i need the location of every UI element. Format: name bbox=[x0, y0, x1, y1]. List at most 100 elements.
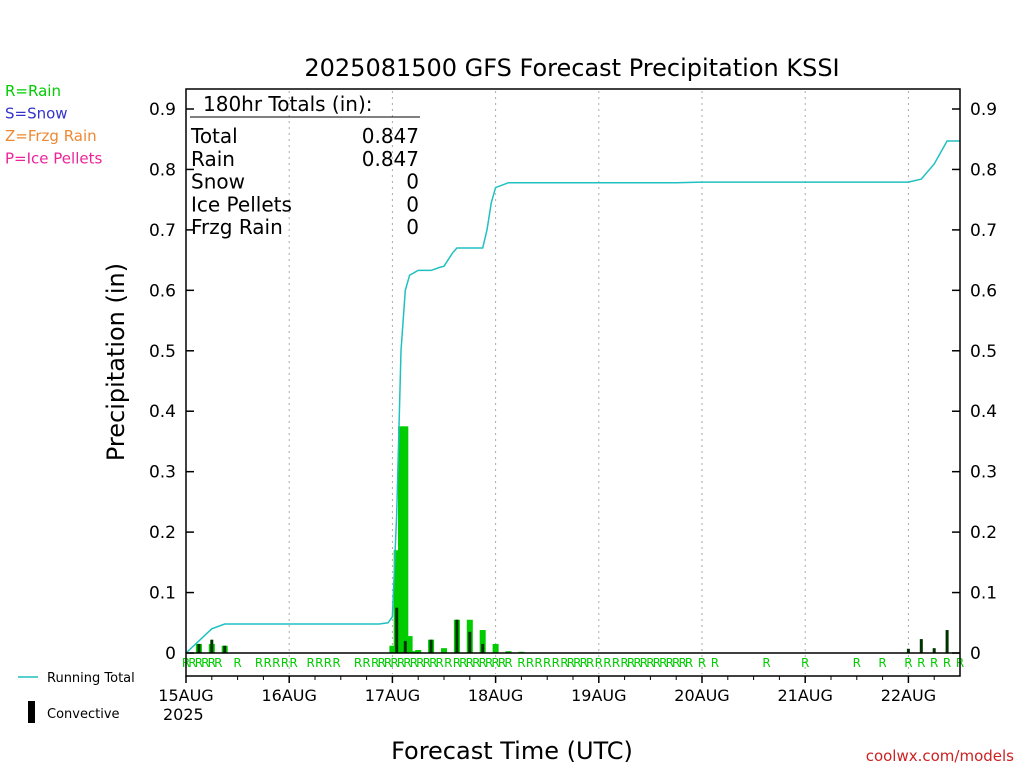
type-marker-65: R bbox=[762, 656, 770, 670]
type-marker-34: R bbox=[479, 656, 487, 670]
xtick-label-7: 22AUG bbox=[881, 686, 936, 705]
rain-bar-8 bbox=[410, 651, 417, 653]
type-marker-30: R bbox=[453, 656, 461, 670]
type-marker-15: R bbox=[332, 656, 340, 670]
ytick-right-label-8: 0.8 bbox=[970, 160, 997, 180]
year-label: 2025 bbox=[163, 705, 204, 724]
ytick-left-label-5: 0.5 bbox=[149, 342, 176, 362]
legend-item-1: S=Snow bbox=[5, 105, 68, 123]
type-marker-23: R bbox=[403, 656, 411, 670]
ytick-left-label-3: 0.3 bbox=[149, 463, 176, 483]
type-marker-22: R bbox=[397, 656, 405, 670]
type-marker-37: R bbox=[498, 656, 506, 670]
type-marker-3: R bbox=[201, 656, 209, 670]
type-marker-32: R bbox=[466, 656, 474, 670]
totals-row-value-4: 0 bbox=[406, 215, 419, 239]
type-marker-25: R bbox=[416, 656, 424, 670]
convective-bar-12 bbox=[945, 630, 949, 653]
convective-bar-8 bbox=[481, 643, 485, 653]
type-marker-31: R bbox=[459, 656, 467, 670]
x-ticks: 15AUG 16AUG 17AUG 18AUG 19AUG 20AUG 21AUG 22AUG bbox=[158, 676, 936, 705]
convective-bar-9 bbox=[906, 648, 910, 653]
convective-bar-7 bbox=[468, 631, 472, 653]
legend-item-3: P=Ice Pellets bbox=[5, 150, 102, 168]
type-marker-47: R bbox=[580, 656, 588, 670]
totals-row-value-2: 0 bbox=[406, 170, 419, 194]
convective-bar-2 bbox=[223, 645, 227, 653]
type-marker-39: R bbox=[517, 656, 525, 670]
type-marker-55: R bbox=[640, 656, 648, 670]
type-marker-36: R bbox=[491, 656, 499, 670]
type-marker-1: R bbox=[188, 656, 196, 670]
type-marker-5: R bbox=[214, 656, 222, 670]
ytick-right-label-7: 0.7 bbox=[970, 221, 997, 241]
convective-bar-4 bbox=[403, 640, 407, 653]
bottom-legend: Running Total Convective bbox=[18, 671, 135, 723]
rain-bar-15 bbox=[492, 643, 499, 653]
totals-row-label-3: Ice Pellets bbox=[191, 192, 292, 216]
type-marker-66: R bbox=[801, 656, 809, 670]
totals-header: 180hr Totals (in): bbox=[203, 92, 373, 116]
type-marker-17: R bbox=[362, 656, 370, 670]
totals-row-value-1: 0.847 bbox=[362, 147, 419, 171]
type-marker-53: R bbox=[627, 656, 635, 670]
type-marker-18: R bbox=[371, 656, 379, 670]
convective-legend-label: Convective bbox=[47, 707, 120, 722]
convective-bar-11 bbox=[932, 648, 936, 653]
type-marker-60: R bbox=[672, 656, 680, 670]
type-marker-67: R bbox=[853, 656, 861, 670]
totals-row-label-0: Total bbox=[190, 124, 238, 148]
type-marker-52: R bbox=[620, 656, 628, 670]
type-marker-24: R bbox=[410, 656, 418, 670]
ytick-left-label-9: 0.9 bbox=[149, 100, 176, 120]
convective-bars bbox=[197, 607, 949, 653]
ytick-right-label-4: 0.4 bbox=[970, 402, 997, 422]
x-axis-label: Forecast Time (UTC) bbox=[391, 737, 633, 765]
type-marker-68: R bbox=[878, 656, 886, 670]
type-marker-57: R bbox=[653, 656, 661, 670]
type-marker-72: R bbox=[943, 656, 951, 670]
rain-bar-5 bbox=[398, 426, 404, 653]
type-marker-64: R bbox=[711, 656, 719, 670]
totals-box: 180hr Totals (in): Total 0.847 Rain 0.847 Sn… bbox=[190, 92, 420, 239]
type-marker-69: R bbox=[904, 656, 912, 670]
xtick-label-4: 19AUG bbox=[571, 686, 626, 705]
type-marker-38: R bbox=[504, 656, 512, 670]
type-marker-6: R bbox=[233, 656, 241, 670]
type-marker-10: R bbox=[281, 656, 289, 670]
type-marker-43: R bbox=[552, 656, 560, 670]
type-marker-62: R bbox=[685, 656, 693, 670]
precip-type-legend: R=Rain S=Snow Z=Frzg Rain P=Ice Pellets bbox=[5, 82, 102, 168]
xtick-label-0: 15AUG bbox=[158, 686, 213, 705]
xtick-label-1: 16AUG bbox=[261, 686, 316, 705]
totals-row-label-4: Frzg Rain bbox=[191, 215, 283, 239]
legend-item-2: Z=Frzg Rain bbox=[5, 127, 97, 145]
type-marker-45: R bbox=[567, 656, 575, 670]
type-marker-56: R bbox=[646, 656, 654, 670]
running-total-legend-label: Running Total bbox=[47, 671, 135, 686]
totals-row-label-1: Rain bbox=[191, 147, 235, 171]
ytick-left-label-7: 0.7 bbox=[149, 221, 176, 241]
convective-bar-6 bbox=[455, 619, 459, 653]
rain-bar-9 bbox=[415, 649, 422, 653]
type-marker-48: R bbox=[586, 656, 594, 670]
type-marker-58: R bbox=[659, 656, 667, 670]
type-marker-27: R bbox=[429, 656, 437, 670]
xtick-label-3: 18AUG bbox=[468, 686, 523, 705]
xtick-label-2: 17AUG bbox=[365, 686, 420, 705]
type-marker-20: R bbox=[384, 656, 392, 670]
type-marker-19: R bbox=[377, 656, 385, 670]
type-marker-12: R bbox=[307, 656, 315, 670]
convective-bar-5 bbox=[429, 639, 433, 653]
type-marker-41: R bbox=[534, 656, 542, 670]
y-ticks-right: 0 0.1 0.2 0.3 0.4 0.5 0.6 0.7 0.8 0.9 bbox=[952, 100, 997, 664]
type-marker-61: R bbox=[678, 656, 686, 670]
type-marker-9: R bbox=[272, 656, 280, 670]
ytick-right-label-1: 0.1 bbox=[970, 584, 997, 604]
xtick-label-5: 20AUG bbox=[674, 686, 729, 705]
type-marker-59: R bbox=[666, 656, 674, 670]
convective-bar-3 bbox=[395, 607, 399, 653]
rain-bar-14 bbox=[479, 630, 486, 653]
type-marker-42: R bbox=[543, 656, 551, 670]
